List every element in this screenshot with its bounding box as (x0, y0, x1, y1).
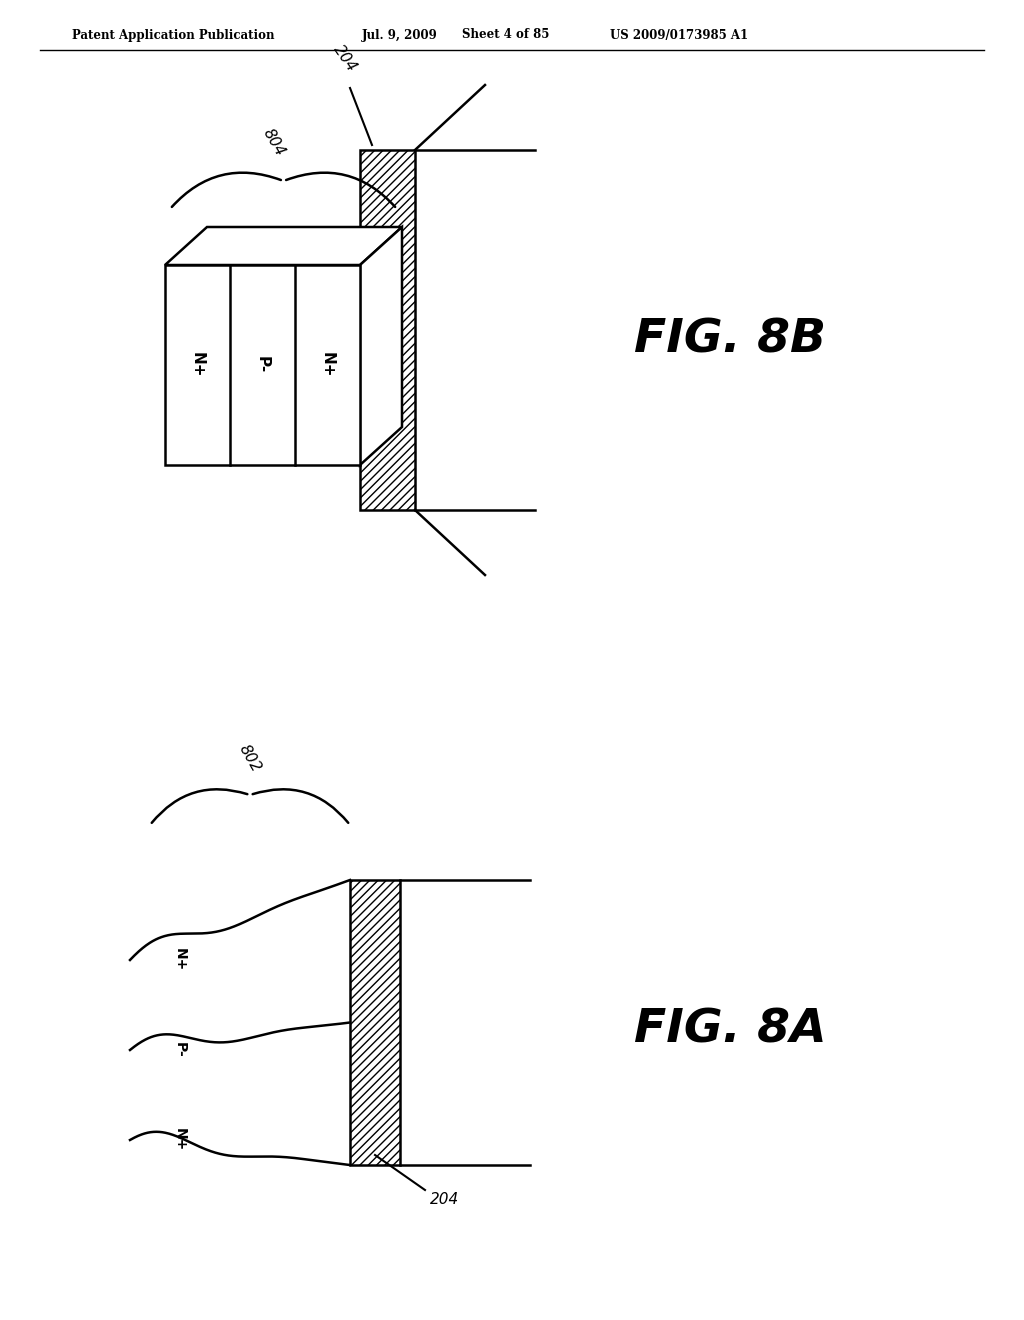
Text: 802: 802 (237, 742, 264, 775)
Text: N+: N+ (319, 352, 335, 378)
Text: N+: N+ (173, 1129, 187, 1151)
Text: N+: N+ (173, 948, 187, 972)
Text: 804: 804 (260, 127, 288, 158)
Bar (350, 880, 400, 1166)
Bar (360, 150, 415, 510)
Text: 204: 204 (430, 1192, 459, 1208)
Text: 204: 204 (331, 42, 359, 75)
Text: Sheet 4 of 85: Sheet 4 of 85 (462, 29, 549, 41)
Bar (165, 265, 360, 465)
Text: FIG. 8B: FIG. 8B (634, 318, 826, 363)
Text: P-: P- (173, 1041, 187, 1057)
Text: US 2009/0173985 A1: US 2009/0173985 A1 (610, 29, 749, 41)
Text: N+: N+ (190, 352, 205, 378)
Polygon shape (165, 227, 402, 265)
Polygon shape (360, 227, 402, 465)
Text: FIG. 8A: FIG. 8A (634, 1007, 826, 1052)
Text: Patent Application Publication: Patent Application Publication (72, 29, 274, 41)
Text: P-: P- (255, 356, 270, 374)
Text: Jul. 9, 2009: Jul. 9, 2009 (362, 29, 437, 41)
